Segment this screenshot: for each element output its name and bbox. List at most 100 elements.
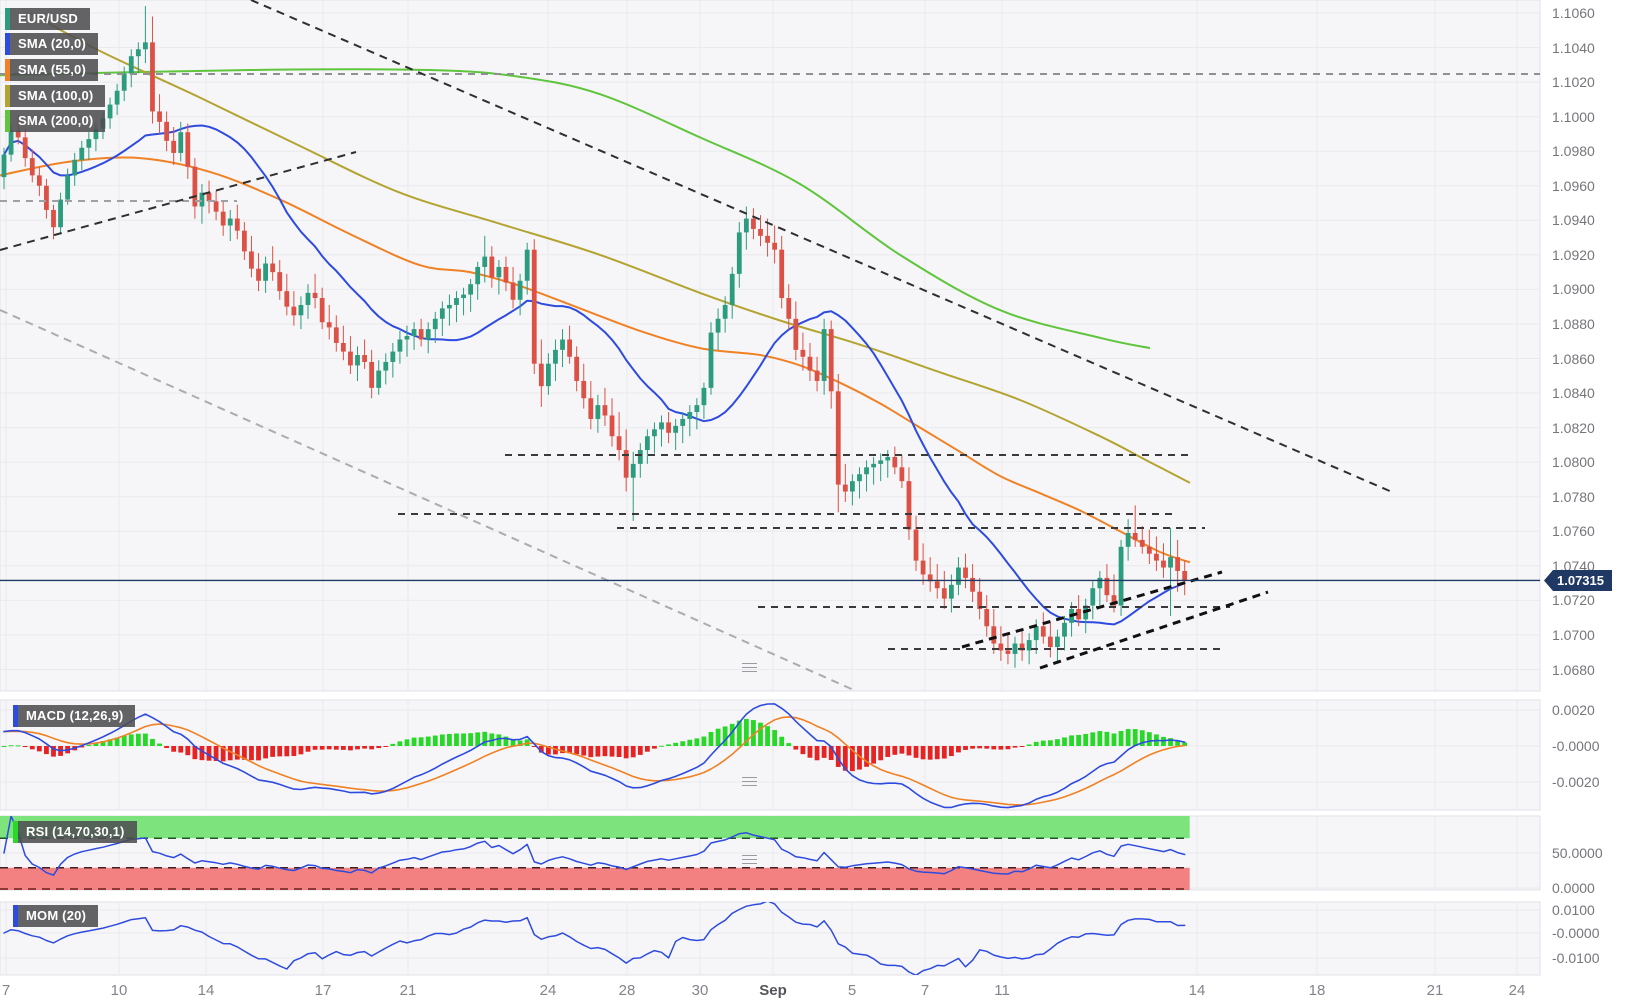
candle-up xyxy=(659,422,664,430)
candle-up xyxy=(447,304,452,309)
candle-down xyxy=(319,298,325,323)
dashed-trendline xyxy=(0,309,857,691)
candle-up xyxy=(1055,636,1060,647)
macd-accent-bar xyxy=(13,705,18,727)
date-axis-label: 7 xyxy=(1,982,11,999)
legend-chip-sma55[interactable]: SMA (55,0) xyxy=(5,59,98,81)
candle-down xyxy=(814,370,820,381)
macd-histogram-bar-negative xyxy=(588,746,594,758)
legend-chip-sma200[interactable]: SMA (200,0) xyxy=(5,110,106,132)
candle-down xyxy=(616,436,622,451)
legend-chip-pair[interactable]: EUR/USD xyxy=(5,8,90,30)
candle-down xyxy=(602,405,608,416)
candle-down xyxy=(1132,532,1138,540)
sma100-label: SMA (100,0) xyxy=(10,85,106,107)
macd-histogram-bar-negative xyxy=(970,746,975,749)
sma100-accent-bar xyxy=(5,85,10,107)
macd-histogram-bar-negative xyxy=(319,746,325,750)
sma55-label: SMA (55,0) xyxy=(10,59,98,81)
macd-histogram-bar-negative xyxy=(885,746,891,757)
legend-chip-sma20[interactable]: SMA (20,0) xyxy=(5,33,98,55)
candle-down xyxy=(786,298,792,319)
candle-up xyxy=(86,139,92,148)
candle-up xyxy=(355,355,360,366)
candle-up xyxy=(595,405,601,419)
macd-histogram-bar-positive xyxy=(1040,740,1046,746)
macd-histogram-bar-negative xyxy=(213,746,219,761)
sma55-line xyxy=(0,156,1191,564)
legend-chip-mom[interactable]: MOM (20) xyxy=(13,905,99,927)
panel-resize-handle-mom[interactable] xyxy=(742,855,757,864)
candle-up xyxy=(411,329,417,337)
macd-histogram-bar-negative xyxy=(44,746,49,755)
macd-histogram-bar-positive xyxy=(128,734,134,746)
candle-down xyxy=(913,529,919,561)
macd-histogram-bar-negative xyxy=(835,746,841,767)
candle-down xyxy=(927,574,933,582)
macd-histogram-bar-negative xyxy=(842,746,848,771)
candle-up xyxy=(871,463,877,468)
mom-label: MOM (20) xyxy=(18,905,99,927)
macd-histogram-bar-positive xyxy=(1090,732,1096,746)
macd-histogram-bar-negative xyxy=(192,746,198,760)
date-axis-label: Sep xyxy=(759,982,787,999)
macd-histogram-bar-positive xyxy=(772,730,778,746)
macd-histogram-bar-positive xyxy=(666,744,671,746)
macd-histogram-bar-positive xyxy=(475,732,481,746)
macd-histogram-bar-negative xyxy=(1019,746,1025,747)
macd-histogram-bar-positive xyxy=(1118,731,1124,746)
macd-histogram-bar-negative xyxy=(270,746,276,757)
candle-up xyxy=(1125,532,1131,547)
macd-histogram-bar-negative xyxy=(821,746,827,758)
macd-histogram-bar-positive xyxy=(425,736,431,746)
macd-histogram-bar-positive xyxy=(680,741,686,746)
panel-resize-handle-rsi[interactable] xyxy=(742,777,757,786)
macd-histogram-bar-negative xyxy=(652,746,657,749)
candle-down xyxy=(291,306,297,316)
sma200-label: SMA (200,0) xyxy=(10,110,106,132)
macd-panel xyxy=(1,703,1188,809)
macd-histogram-bar-negative xyxy=(171,746,177,752)
macd-histogram-bar-negative xyxy=(892,746,898,755)
macd-histogram-bar-positive xyxy=(143,733,148,746)
macd-histogram-bar-positive xyxy=(114,737,120,746)
candle-up xyxy=(58,199,63,228)
legend-chip-rsi[interactable]: RSI (14,70,30,1) xyxy=(13,821,137,843)
candle-up xyxy=(376,370,382,388)
macd-histogram-bar-positive xyxy=(1026,744,1032,746)
macd-histogram-bar-negative xyxy=(956,746,961,753)
candle-down xyxy=(574,356,580,381)
date-axis-label: 24 xyxy=(539,982,557,999)
rsi-line xyxy=(3,816,1186,876)
candle-down xyxy=(609,415,615,437)
macd-histogram-bar-positive xyxy=(482,731,488,746)
macd-histogram-bar-positive xyxy=(150,738,155,746)
macd-histogram-bar-positive xyxy=(722,726,728,746)
macd-histogram-bar-negative xyxy=(623,746,629,759)
candle-up xyxy=(397,339,403,352)
trendline-annotations xyxy=(0,0,1540,691)
candle-up xyxy=(475,266,481,285)
candle-down xyxy=(751,218,756,229)
candle-down xyxy=(793,318,799,350)
legend-chip-macd[interactable]: MACD (12,26,9) xyxy=(13,705,136,727)
candle-down xyxy=(171,140,177,153)
macd-histogram-bar-negative xyxy=(241,746,247,760)
macd-histogram-bar-negative xyxy=(340,746,346,750)
price-axis-label: 1.1000 xyxy=(1552,108,1595,125)
candle-down xyxy=(758,228,763,236)
candle-up xyxy=(560,339,565,350)
candle-down xyxy=(666,422,671,433)
macd-histogram-bar-positive xyxy=(1047,740,1053,746)
price-axis-label: 1.1060 xyxy=(1552,5,1595,21)
macd-histogram-bar-positive xyxy=(468,733,474,746)
candle-up xyxy=(468,284,474,295)
panel-resize-handle-macd[interactable] xyxy=(742,663,757,672)
macd-histogram-bar-positive xyxy=(659,745,664,747)
candle-up xyxy=(729,273,735,305)
candle-down xyxy=(807,356,813,371)
candle-down xyxy=(234,218,240,231)
candle-down xyxy=(284,291,290,307)
legend-chip-sma100[interactable]: SMA (100,0) xyxy=(5,85,106,107)
